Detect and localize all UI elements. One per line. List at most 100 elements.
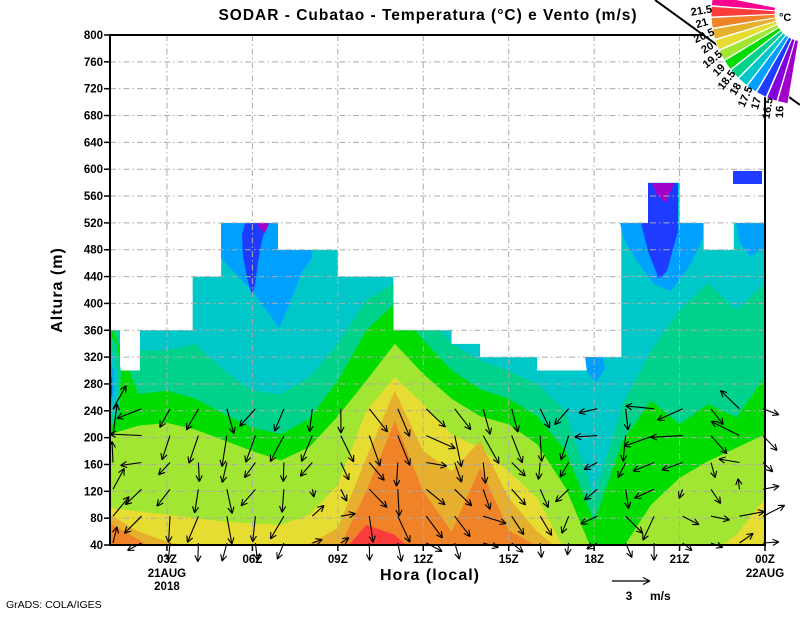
x-tick-label: 21Z (670, 554, 690, 566)
y-tick-label: 600 (84, 164, 103, 176)
y-tick-label: 400 (84, 298, 103, 310)
wind-arrow (368, 462, 385, 481)
fan-band (730, 29, 784, 79)
fan-band (711, 17, 777, 40)
wind-arrow (583, 462, 598, 471)
y-tick-label: 520 (84, 218, 103, 230)
wind-arrow (340, 511, 356, 519)
wind-arrow (624, 489, 632, 510)
wind-arrow (365, 542, 374, 561)
wind-arrow (482, 435, 500, 464)
wind-arrow (124, 488, 142, 506)
wind-arrow (620, 435, 628, 462)
wind-arrow (340, 489, 348, 502)
contour-layer-20.5 (110, 420, 765, 545)
wind-arrow (312, 538, 323, 545)
wind-arrow (735, 478, 743, 490)
y-tick-label: 560 (84, 191, 103, 203)
wind-arrow (112, 403, 120, 436)
wind-arrow (719, 390, 740, 410)
wind-arrow (156, 488, 171, 507)
wind-arrow (425, 488, 446, 506)
wind-arrow (625, 542, 633, 559)
patch-edge-blue (736, 223, 765, 256)
wind-arrow (682, 542, 693, 552)
x-tick-label: 00Z (755, 554, 775, 566)
wind-arrow (682, 515, 700, 526)
wind-arrow (243, 462, 256, 479)
wind-arrow (574, 433, 598, 441)
wind-arrow (273, 408, 285, 432)
y-tick-label: 160 (84, 459, 103, 471)
wind-arrow (426, 461, 448, 469)
fan-level-label: 17 (749, 96, 764, 111)
fan-band (756, 36, 793, 98)
wind-arrow (393, 462, 401, 487)
date-label: 22AUG (746, 568, 784, 580)
wind-arrow (309, 489, 317, 498)
fan-band (746, 34, 790, 93)
y-tick-label: 640 (84, 137, 103, 149)
wind-arrow (426, 542, 443, 552)
wind-arrow (710, 515, 731, 523)
wind-arrow (762, 504, 786, 517)
wind-arrow (425, 408, 446, 428)
wind-arrow (165, 516, 173, 543)
x-axis-label: Hora (local) (380, 567, 480, 584)
wind-arrow (656, 408, 683, 421)
wind-arrow (226, 489, 235, 514)
date-label: 2018 (154, 581, 180, 593)
wind-arrow (511, 462, 526, 477)
wind-arrow (578, 407, 598, 416)
wind-arrow (482, 408, 493, 435)
wind-arrow (762, 408, 780, 417)
wind-arrow (634, 488, 655, 499)
wind-arrow (454, 488, 473, 507)
wind-arrow (299, 462, 313, 477)
wind-arrow (340, 435, 355, 463)
fan-band (737, 32, 787, 87)
wind-arrow (269, 515, 285, 540)
wind-arrow (240, 488, 256, 507)
wind-arrow (116, 408, 142, 420)
wind-arrow (311, 504, 325, 517)
wind-arrow (368, 435, 382, 467)
wind-arrow (511, 435, 524, 464)
plot-border (109, 34, 766, 546)
wind-arrow (710, 541, 724, 549)
patch-blue-18z (585, 357, 605, 382)
wind-arrow (632, 461, 655, 473)
contour-layer-20 (110, 390, 765, 545)
wind-arrow (739, 532, 754, 544)
reference-value: 3 (626, 589, 633, 603)
wind-arrow (397, 435, 411, 466)
wind-arrow (650, 433, 683, 441)
wind-arrow (278, 489, 287, 513)
wind-arrow (426, 435, 456, 450)
patch-night-purple (652, 183, 674, 203)
wind-arrow (185, 408, 199, 431)
y-tick-label: 760 (84, 57, 103, 69)
patch-night-dkblue (641, 183, 678, 279)
wind-arrow (112, 385, 127, 410)
wind-arrow (454, 408, 472, 431)
wind-arrow (112, 468, 125, 490)
wind-arrow (511, 488, 527, 506)
wind-arrow (718, 456, 740, 464)
fan-level-label: 18 (728, 81, 745, 98)
wind-arrow (537, 542, 545, 558)
wind-arrow (661, 461, 683, 472)
fan-band (776, 39, 799, 105)
wind-arrow (559, 435, 570, 461)
wind-arrow (535, 462, 543, 480)
wind-arrow (625, 515, 644, 534)
wind-arrow (191, 489, 200, 514)
wind-arrow (269, 435, 285, 463)
wind-arrow (483, 542, 499, 550)
wind-arrow (625, 402, 655, 411)
wind-arrow (511, 515, 525, 536)
wind-arrow (109, 430, 142, 438)
wind-arrow (564, 542, 572, 556)
y-tick-label: 360 (84, 325, 103, 337)
